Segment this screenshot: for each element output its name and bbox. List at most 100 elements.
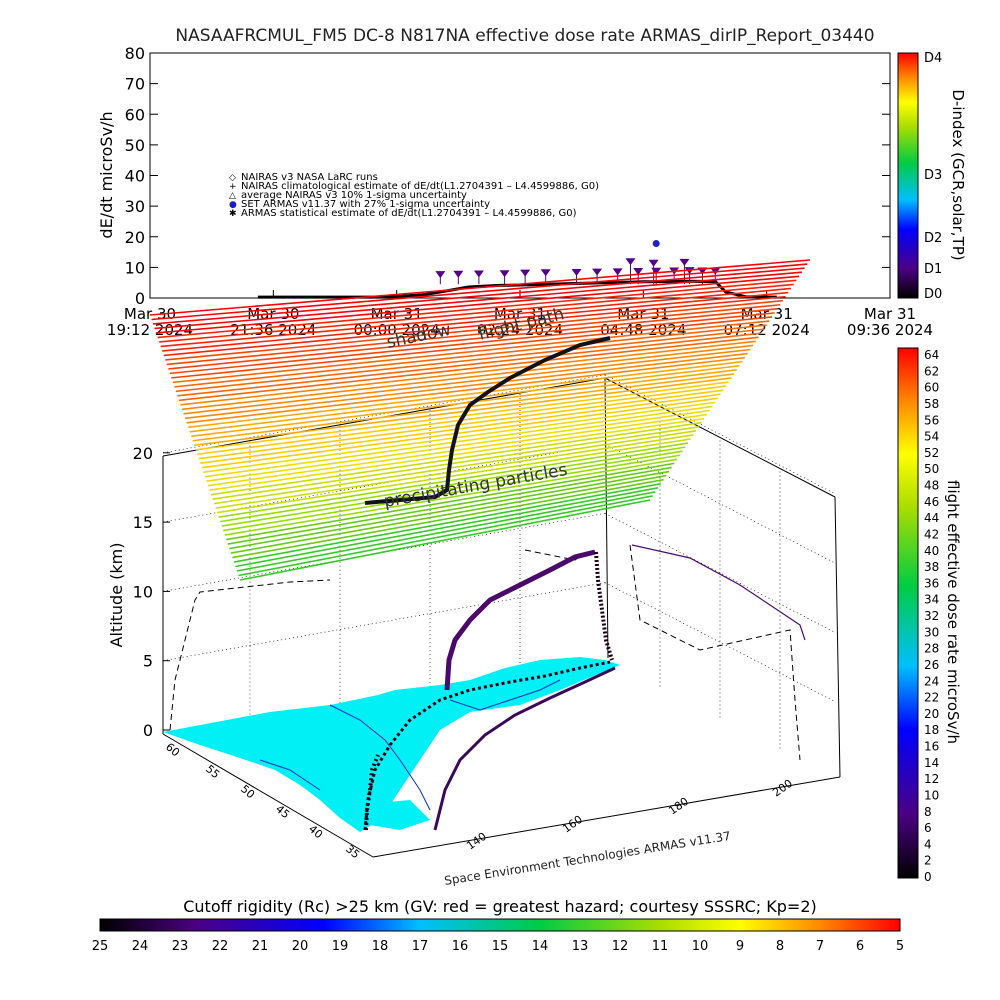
y-tick-label: 60 [125, 105, 145, 124]
dose-colorbar-ticks: 0246810121416182022242628303234363840424… [924, 348, 939, 884]
rc-tick-label: 10 [692, 939, 709, 954]
dose-tick-label: 28 [924, 642, 939, 656]
dose-stripe [209, 417, 705, 491]
cutoff-rigidity-ticks: 25 24 23 22 21 20 19 18 17 16 15 14 13 12 11 10 9 8 7 6 5 [92, 939, 904, 954]
dose-stripe [166, 303, 781, 366]
dose-stripe [162, 291, 789, 352]
dose-stripe [163, 295, 786, 357]
armas-peak-marker [652, 239, 660, 247]
altitude-axis-label: Altitude (km) [107, 543, 126, 648]
flight-path-3d [364, 336, 611, 505]
dose-stripe [171, 316, 773, 379]
armas-marker [435, 271, 446, 279]
dose-stripe [201, 397, 718, 469]
latitude-tick-label: 45 [273, 802, 292, 821]
y-tick-label: 70 [125, 75, 145, 94]
dose-stripe [149, 259, 811, 316]
dose-stripe [232, 478, 664, 559]
dose-stripe [168, 308, 778, 370]
dose-tick-label: 2 [924, 854, 932, 868]
dose-stripe [206, 409, 710, 482]
dose-stripe [154, 271, 802, 330]
dose-stripe [180, 340, 756, 406]
dose-tick-label: 42 [924, 527, 939, 541]
nairas-series-line [257, 279, 777, 299]
dose-stripe [174, 324, 767, 388]
latitude-tick-label: 50 [238, 782, 257, 801]
dose-tick-label: 56 [924, 413, 939, 427]
legend-symbol: ● [229, 200, 237, 210]
wall-projection-right [629, 544, 801, 761]
dose-stripe [189, 364, 740, 433]
d-index-tick-label: D3 [924, 168, 942, 183]
longitude-tick-label: 160 [560, 813, 585, 836]
legend-entry: NAIRAS climatological estimate of dE/dt(… [241, 181, 599, 192]
armas-marker [453, 270, 464, 278]
dose-tick-label: 16 [924, 740, 939, 754]
armas-marker [612, 268, 623, 276]
d-index-ticks: D0 D1 D2 D3 D4 [924, 51, 942, 302]
y-tick-label: 10 [125, 258, 145, 277]
rc-tick-label: 13 [572, 939, 589, 954]
dose-stripe [188, 360, 743, 429]
dose-stripe [152, 267, 805, 325]
dose-stripe [233, 482, 661, 563]
dose-tick-label: 38 [924, 560, 939, 574]
legend-symbol: △ [229, 191, 236, 201]
armas-marker [648, 259, 659, 267]
dose-stripe [156, 275, 800, 334]
rc-tick-label: 11 [652, 939, 669, 954]
d-index-colorbar [897, 52, 919, 299]
dose-stripe [203, 401, 716, 473]
mid-trajectory [444, 549, 596, 691]
dose-tick-label: 64 [924, 348, 939, 362]
dose-stripe [236, 491, 656, 572]
rc-tick-label: 14 [532, 939, 549, 954]
shadow-track-2 [433, 666, 616, 831]
y-tick-label: 20 [125, 228, 145, 247]
dose-stripe [159, 283, 794, 343]
dose-tick-label: 20 [924, 707, 939, 721]
dose-stripe [191, 369, 737, 438]
z-tick-label: 5 [143, 652, 153, 671]
dose-stripe [198, 389, 724, 460]
dose-stripe [181, 344, 754, 411]
dose-tick-label: 40 [924, 544, 939, 558]
y-axis: 0 10 20 30 40 50 60 70 80 [125, 44, 890, 308]
dose-stripe [210, 421, 702, 496]
rc-tick-label: 21 [252, 939, 269, 954]
dose-colorbar-label: flight effective dose rate microSv/h [944, 480, 962, 744]
rc-tick-label: 9 [736, 939, 744, 954]
latitude-tick-label: 35 [343, 842, 362, 861]
legend: ◇ NAIRAS v3 NASA LaRC runs + NAIRAS climato… [229, 172, 599, 219]
dose-stripe [227, 466, 672, 545]
cutoff-rigidity-colorbar-group: Cutoff rigidity (Rc) >25 km (GV: red = g… [92, 897, 904, 954]
dose-stripe [157, 279, 797, 339]
dose-tick-label: 22 [924, 691, 939, 705]
cutoff-rigidity-colorbar [99, 918, 901, 932]
dose-stripe [184, 352, 748, 420]
dose-stripe [204, 405, 713, 478]
dose-tick-label: 18 [924, 723, 939, 737]
dose-tick-label: 36 [924, 576, 939, 590]
dose-tick-label: 10 [924, 788, 939, 802]
rc-tick-label: 25 [92, 939, 109, 954]
dose-stripe [183, 348, 751, 415]
legend-symbol: ◇ [229, 173, 236, 183]
z-tick-label: 20 [133, 444, 153, 463]
wall-projection-right-2 [631, 544, 806, 641]
grid-line [162, 582, 606, 662]
dose-tick-label: 52 [924, 446, 939, 460]
dose-stripe [169, 312, 775, 375]
dose-tick-label: 44 [924, 511, 939, 525]
coastlines [259, 679, 561, 811]
dose-tick-label: 58 [924, 397, 939, 411]
x-tick-label-time: 19:12 2024 [107, 321, 193, 339]
dose-stripe [224, 458, 678, 536]
armas-marker [679, 258, 690, 266]
armas-marker [499, 270, 510, 278]
rc-tick-label: 23 [172, 939, 189, 954]
dose-tick-label: 24 [924, 674, 939, 688]
d-index-tick-label: D2 [924, 231, 942, 246]
